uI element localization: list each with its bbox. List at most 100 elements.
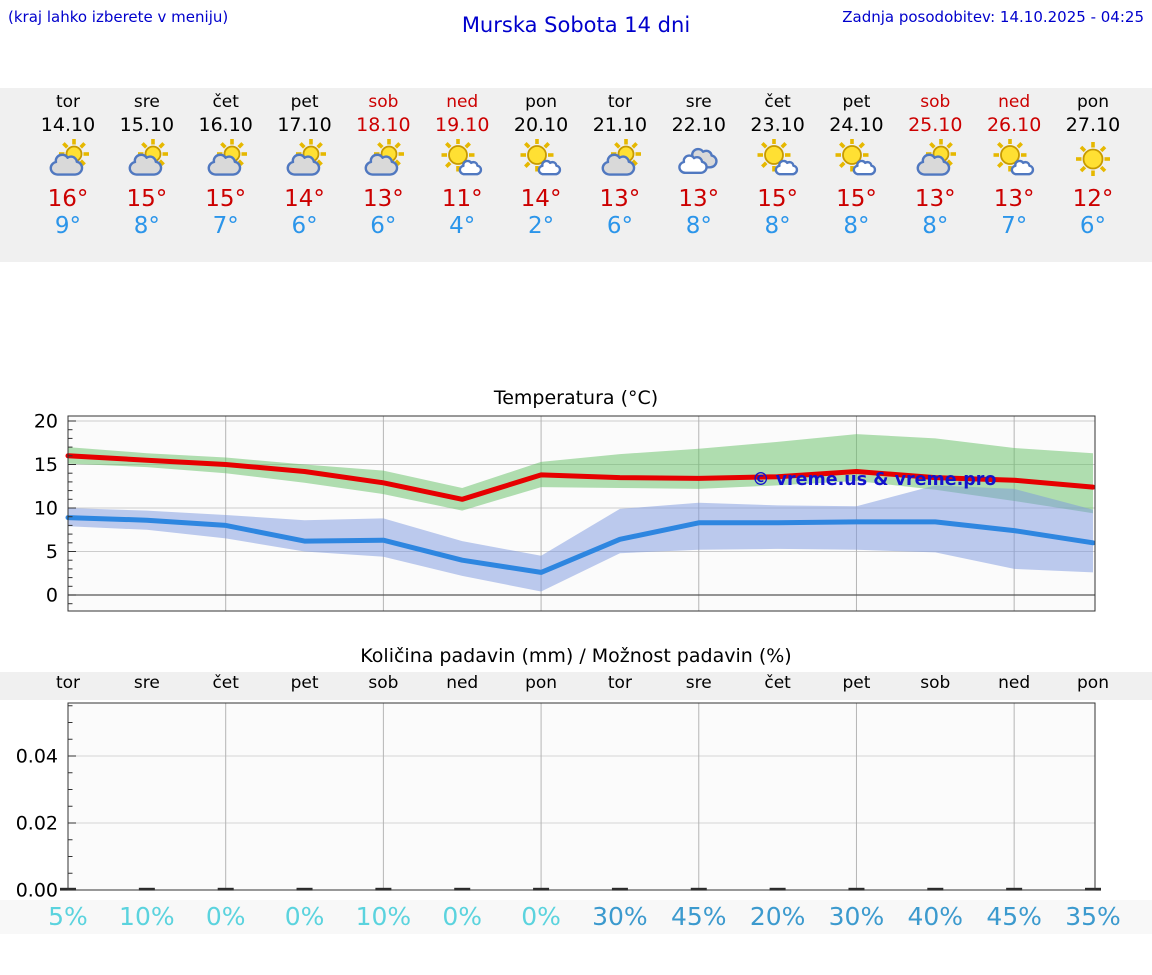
last-updated: Zadnja posodobitev: 14.10.2025 - 04:25: [842, 8, 1144, 26]
weather-icon-partly-cloudy: [49, 139, 89, 176]
precip-percent-value: 5%: [48, 902, 88, 931]
low-temp: 6°: [1079, 213, 1107, 239]
high-temp: 13°: [599, 186, 641, 212]
day-column-17.10: pet 17.10 14° 6°: [265, 91, 345, 240]
day-date: 19.10: [435, 114, 490, 136]
precip-day-label: pet: [290, 673, 319, 693]
precip-ytick-label: 0.04: [16, 746, 58, 768]
weather-icon-mostly-sunny: [441, 138, 483, 176]
weather-icon-cloudy: [677, 147, 718, 175]
sun-glyph: [1076, 142, 1110, 176]
day-name: tor: [55, 92, 81, 112]
day-strip: tor 14.10 16° 9° sre 15.10 15° 8° čet 16.10 15° 7° p…: [0, 88, 1152, 262]
low-temp: 4°: [449, 213, 476, 239]
precip-day-label: ned: [998, 673, 1031, 693]
temp-ytick-label: 20: [34, 411, 58, 433]
high-temp: 12°: [1072, 186, 1114, 212]
cloud-glyph: [916, 153, 951, 176]
day-date: 23.10: [750, 114, 805, 136]
weather-icon-sunny: [1076, 142, 1110, 176]
precip-bar: [1006, 887, 1023, 891]
day-column-22.10: sre 22.10 13° 8°: [659, 91, 739, 240]
day-date: 24.10: [829, 114, 884, 136]
max-temperature-band: [68, 434, 1093, 514]
precipitation-chart-title: Količina padavin (mm) / Možnost padavin …: [360, 645, 792, 667]
high-temp: 15°: [205, 186, 247, 212]
page-title: Murska Sobota 14 dni: [461, 13, 691, 37]
day-column-14.10: tor 14.10 16° 9°: [28, 91, 108, 240]
day-date: 14.10: [40, 114, 96, 136]
precip-bar: [296, 887, 313, 891]
icon-wrap: [659, 139, 739, 181]
precip-percent-value: 20%: [749, 902, 806, 931]
low-temp: 7°: [1001, 213, 1028, 239]
precip-day-label: tor: [607, 673, 632, 693]
high-temp: 14°: [284, 186, 325, 212]
precip-day-label: čet: [764, 673, 791, 693]
icon-wrap: [107, 139, 187, 181]
day-name: sre: [685, 92, 712, 112]
weather-icon-partly-cloudy: [916, 139, 957, 176]
precip-ytick-label: 0.02: [16, 813, 58, 835]
low-temp: 9°: [54, 213, 82, 239]
precip-percent-value: 45%: [670, 902, 727, 931]
weather-icon-partly-cloudy: [207, 139, 247, 176]
low-temp: 8°: [843, 213, 870, 239]
day-name: pon: [525, 92, 558, 112]
precip-day-label: ned: [446, 673, 479, 693]
day-date: 16.10: [198, 114, 253, 136]
icon-wrap: [816, 138, 896, 181]
low-temp: 7°: [212, 213, 239, 239]
precip-day-label-row: tor sre čet pet sob ned pon tor sre čet pet sob ned p…: [0, 672, 1152, 700]
day-name: sob: [920, 92, 951, 112]
precip-percent-value: 0%: [205, 902, 246, 931]
low-temp: 6°: [606, 213, 633, 239]
day-column-24.10: pet 24.10 15° 8°: [816, 91, 896, 240]
precip-bar: [848, 887, 865, 891]
menu-hint: (kraj lahko izberete v meniju): [8, 8, 229, 26]
cloud-glyph: [1010, 159, 1035, 176]
weather-icon-partly-cloudy: [364, 139, 405, 176]
precip-bar: [454, 887, 471, 891]
day-column-20.10: pon 20.10 14° 2°: [501, 91, 581, 240]
high-temp: 11°: [441, 186, 483, 212]
icon-wrap: [1053, 139, 1133, 181]
temp-ytick-label: 5: [46, 541, 58, 563]
weather-icon-partly-cloudy: [286, 139, 326, 176]
precip-percent-value: 10%: [355, 902, 412, 931]
precip-percent-value: 10%: [119, 902, 175, 931]
min-temperature-line: [65, 515, 1096, 575]
watermark: © vreme.us & vreme.pro: [752, 470, 996, 490]
temp-ytick-label: 0: [46, 585, 58, 607]
precip-ytick-label: 0.00: [16, 880, 58, 901]
weather-icon-mostly-sunny: [993, 138, 1035, 176]
day-column-26.10: ned 26.10 13° 7°: [974, 91, 1054, 240]
cloud-glyph: [853, 159, 877, 176]
sun-glyph: [520, 138, 554, 172]
day-name: sre: [133, 92, 160, 112]
day-name: čet: [212, 92, 239, 112]
cloud-glyph: [128, 153, 163, 176]
precip-percent-value: 0%: [284, 902, 325, 931]
high-temp: 15°: [757, 186, 798, 212]
cloud-glyph: [286, 153, 320, 176]
high-temp: 13°: [362, 186, 404, 212]
precip-bar: [375, 887, 392, 891]
icon-wrap: [265, 139, 345, 181]
low-temp: 2°: [527, 213, 555, 239]
day-date: 20.10: [513, 114, 569, 136]
precip-percent-value: 45%: [986, 902, 1042, 931]
precip-percent-value: 35%: [1065, 902, 1121, 931]
min-temperature-band: [68, 485, 1093, 592]
icon-wrap: [895, 139, 975, 181]
day-date: 25.10: [908, 114, 963, 136]
weather-icon-partly-cloudy: [128, 139, 168, 176]
day-date: 22.10: [671, 114, 726, 136]
precip-bar: [769, 887, 786, 891]
precip-day-label: tor: [55, 673, 81, 693]
precip-bar: [1085, 887, 1101, 891]
precip-day-label: sre: [133, 673, 160, 693]
icon-wrap: [501, 138, 581, 181]
precip-percent-value: 40%: [907, 902, 964, 931]
